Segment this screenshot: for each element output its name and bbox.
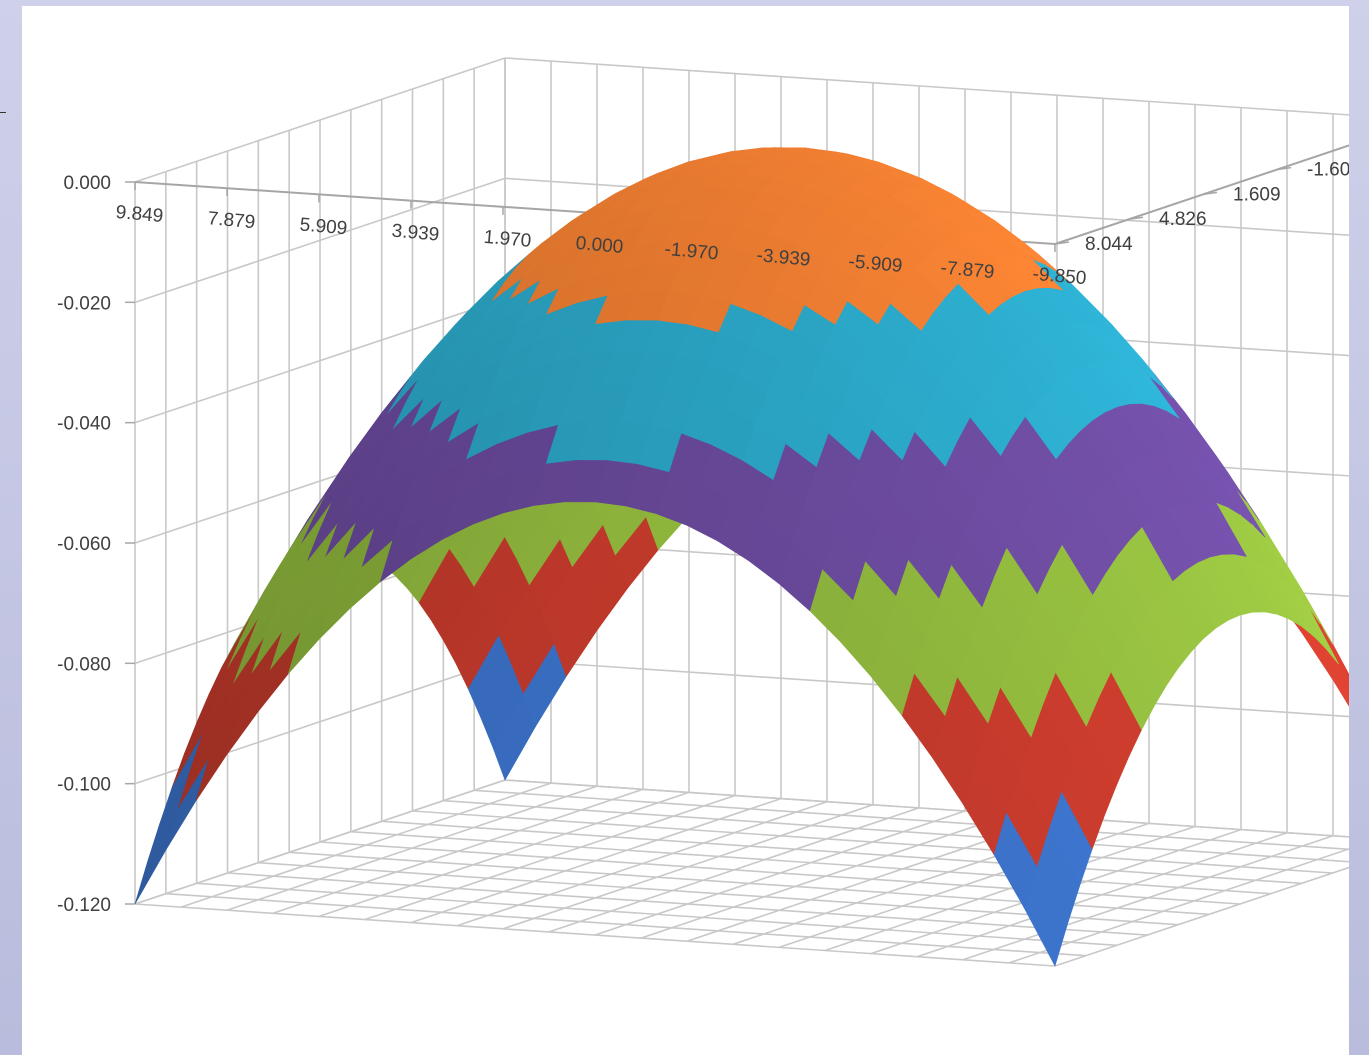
x-tick-label: -5.909 <box>848 251 904 277</box>
z-tick-label: -0.060 <box>57 534 111 555</box>
side-wall-gridline <box>134 297 506 424</box>
back-wall-gridline <box>504 57 1369 118</box>
chart-area[interactable]: 0.000 -0.020 -0.040 -0.060 -0.080 -0.100 -0.12… <box>22 6 1369 1055</box>
floor-gridline <box>258 861 1179 926</box>
y-tick-label: 8.044 <box>1085 234 1133 255</box>
floor-gridline <box>504 779 1369 840</box>
window-frame-left <box>0 0 22 1055</box>
floor-gridline <box>443 799 1364 864</box>
axis-labels: 0.000 -0.020 -0.040 -0.060 -0.080 -0.100 -0.12… <box>57 160 1361 916</box>
y-tick-label: 1.609 <box>1233 184 1281 205</box>
x-tick-label: -7.879 <box>940 258 996 284</box>
floor-gridline <box>319 841 1241 905</box>
y-tick-mark <box>1128 216 1144 220</box>
x-tick-label: 7.879 <box>207 208 256 233</box>
floor-gridline <box>350 830 1271 895</box>
z-tick-label: -0.100 <box>57 775 111 796</box>
x-tick-label: 0.000 <box>575 233 624 258</box>
floor-gridline <box>227 872 1148 936</box>
z-tick-label: -0.120 <box>57 895 111 916</box>
window-frame-top <box>0 0 1369 6</box>
y-tick-mark <box>1054 241 1070 245</box>
surface-patch <box>134 808 179 905</box>
z-tick-label: 0.000 <box>63 173 111 194</box>
y-tick-label: -1.609 <box>1307 160 1349 181</box>
x-tick-label: -1.970 <box>664 239 720 265</box>
surface-patch <box>594 460 639 507</box>
floor-gridline <box>134 903 1056 967</box>
floor-gridline <box>412 810 1333 874</box>
floor-gridline <box>381 820 1302 885</box>
window-frame-right <box>1349 0 1369 1055</box>
y-tick-mark <box>1202 191 1218 196</box>
x-tick-label: -3.939 <box>756 245 812 271</box>
surface-chart: 0.000 -0.020 -0.040 -0.060 -0.080 -0.100 -0.12… <box>57 57 1369 967</box>
y-tick-label: 4.826 <box>1159 209 1207 230</box>
z-tick-label: -0.080 <box>57 654 111 675</box>
floor-gridline <box>165 892 1086 957</box>
x-tick-label: 1.970 <box>483 227 532 252</box>
surface-mesh <box>134 147 1369 967</box>
frame-tick-mark <box>0 112 6 113</box>
side-wall-gridline <box>134 57 506 183</box>
x-tick-label: -9.850 <box>1032 264 1088 290</box>
x-tick-label: 3.939 <box>391 221 440 246</box>
x-tick-label: 9.849 <box>115 202 164 227</box>
y-tick-mark <box>1276 166 1292 171</box>
x-tick-label: 5.909 <box>299 214 348 239</box>
z-tick-label: -0.040 <box>57 414 111 435</box>
floor-gridline <box>474 789 1369 852</box>
z-tick-label: -0.020 <box>57 293 111 314</box>
floor-gridline <box>196 882 1117 947</box>
side-wall-gridline <box>134 177 506 304</box>
